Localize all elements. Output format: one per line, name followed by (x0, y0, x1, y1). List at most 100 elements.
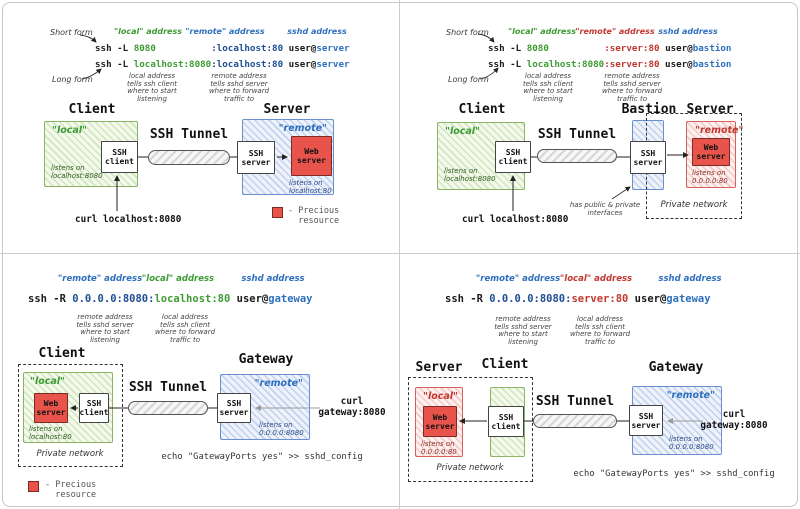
curl-command: curl localhost:8080 (75, 214, 182, 225)
remote-address-label: "remote" address (475, 274, 561, 284)
bastion-interfaces-note: has public & private interfaces (569, 201, 641, 217)
remote-address-label: "remote" address (57, 274, 143, 284)
client-listens-label: listens on localhost:8080 (444, 167, 496, 183)
sshd-address-label: sshd address (287, 27, 347, 36)
gateway-heading: Gateway (648, 360, 704, 375)
private-network-label: Private network (36, 449, 104, 459)
ssh-tunnel (533, 414, 617, 428)
command-segment: :localhost:80 (211, 43, 284, 54)
ssh-command: ssh -R 0.0.0.0:8080:localhost:80 user@ga… (28, 293, 313, 305)
command-segment: server (316, 59, 350, 70)
sshd-address-label: sshd address (241, 274, 305, 284)
remote-address-note: remote address tells sshd server where t… (494, 315, 552, 346)
local-address-label: "local" address (559, 274, 633, 284)
local-zone-tag: "local" (445, 126, 480, 137)
remote-zone-tag: "remote" (254, 378, 303, 389)
command-segment: localhost:80 (154, 293, 231, 305)
sshd-config-echo: echo "GatewayPorts yes" >> sshd_config (573, 469, 775, 479)
legend-text: - Precious resource (288, 206, 340, 226)
local-zone-tag: "local" (52, 125, 87, 136)
remote-zone-tag: "remote" (278, 123, 327, 134)
short-form-label: Short form (50, 28, 93, 37)
ssh-tunnel (537, 149, 617, 163)
client-heading: Client (38, 346, 86, 361)
ssh-command-short: ssh -L 8080 :server:80 user@bastion (488, 43, 731, 54)
server-listens-label: listens on localhost:80 (289, 179, 332, 195)
quadrant-local-forward: Short form Long form "local" address "re… (0, 0, 400, 254)
remote-zone-tag: "remote" (666, 390, 715, 401)
command-segment: ssh -L (488, 59, 527, 70)
curl-command: curl localhost:8080 (462, 214, 569, 225)
ssh-tunnel-label: SSH Tunnel (537, 127, 617, 142)
private-network-boundary (408, 377, 533, 482)
long-form-label: Long form (52, 75, 93, 84)
ssh-command-long: ssh -L localhost:8080:localhost:80 user@… (95, 59, 350, 70)
ssh-server-box: SSH server (630, 141, 666, 174)
precious-resource-swatch (272, 207, 283, 218)
remote-address-note: remote address tells sshd server where t… (601, 72, 663, 103)
private-network-label: Private network (436, 463, 504, 473)
ssh-client-box: SSH client (495, 141, 531, 173)
local-address-label: "local" address (508, 27, 576, 36)
local-zone-tag: "local" (30, 376, 65, 387)
local-address-note: local address tells ssh client where to … (523, 72, 573, 103)
ssh-tunnel-label: SSH Tunnel (128, 380, 208, 395)
ssh-client-box: SSH client (488, 406, 524, 437)
command-segment: localhost:8080 (526, 59, 605, 70)
ssh-tunnel (148, 150, 230, 165)
server-listens-label: listens on 0.0.0.0:80 (692, 169, 728, 185)
command-segment: bastion (692, 59, 732, 70)
local-address-note: local address tells ssh client where to … (154, 313, 216, 344)
quadrant-remote-forward-private: "remote" address "local" address sshd ad… (400, 254, 800, 509)
command-segment: 0.0.0.0:8080: (72, 293, 155, 305)
web-server-box: Web server (34, 393, 68, 423)
local-address-label: "local" address (114, 27, 182, 36)
command-segment: user@ (659, 59, 693, 70)
command-segment: server:80 (571, 293, 629, 305)
command-segment: ssh -L (488, 43, 527, 54)
ssh-tunnel (128, 401, 208, 415)
remote-address-label: "remote" address (185, 27, 265, 36)
command-segment: :localhost:80 (211, 59, 284, 70)
private-network-boundary (18, 364, 123, 467)
command-segment: server (316, 43, 350, 54)
ssh-server-box: SSH server (217, 393, 251, 423)
legend-text: - Precious resource (45, 480, 97, 500)
command-segment: ssh -R (28, 293, 73, 305)
command-segment: user@ (283, 43, 317, 54)
client-listens-label: listens on localhost:80 (29, 425, 72, 441)
gateway-heading: Gateway (238, 352, 294, 367)
private-network-label: Private network (660, 200, 728, 210)
long-form-label: Long form (448, 75, 489, 84)
command-segment (549, 43, 604, 54)
command-segment: ssh -L (95, 59, 134, 70)
remote-address-note: remote address tells sshd server where t… (208, 72, 270, 103)
command-segment: user@ (659, 43, 693, 54)
short-form-label: Short form (446, 28, 489, 37)
precious-resource-swatch (28, 481, 39, 492)
server-heading: Server (263, 102, 311, 117)
ssh-client-box: SSH client (79, 393, 109, 423)
sshd-address-label: sshd address (658, 27, 718, 36)
client-heading: Client (481, 357, 529, 372)
remote-address-note: remote address tells sshd server where t… (76, 313, 134, 344)
ssh-command-long: ssh -L localhost:8080:server:80 user@bas… (488, 59, 731, 70)
web-server-box: Web server (291, 136, 332, 176)
web-server-box: Web server (423, 406, 457, 437)
curl-command: curl gateway:8080 (318, 396, 386, 418)
ssh-tunnel-label: SSH Tunnel (535, 394, 615, 409)
ssh-server-box: SSH server (237, 141, 275, 174)
command-segment: 0.0.0.0:8080: (489, 293, 572, 305)
local-address-note: local address tells ssh client where to … (127, 72, 177, 103)
quadrant-local-forward-bastion: Short form Long form "local" address "re… (400, 0, 800, 254)
ssh-tunnel-label: SSH Tunnel (149, 127, 229, 142)
gateway-listens-label: listens on 0.0.0.0:8080 (259, 421, 304, 437)
sshd-config-echo: echo "GatewayPorts yes" >> sshd_config (161, 452, 363, 462)
command-segment: 8080 (133, 43, 156, 54)
curl-command: curl gateway:8080 (700, 409, 768, 431)
command-segment: user@ (230, 293, 269, 305)
command-segment: 8080 (526, 43, 549, 54)
web-server-box: Web server (692, 138, 730, 166)
command-segment: localhost:8080 (133, 59, 212, 70)
